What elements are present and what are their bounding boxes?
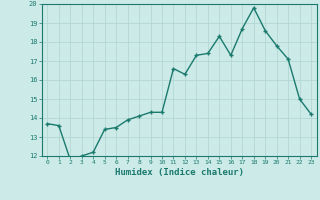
X-axis label: Humidex (Indice chaleur): Humidex (Indice chaleur) <box>115 168 244 177</box>
